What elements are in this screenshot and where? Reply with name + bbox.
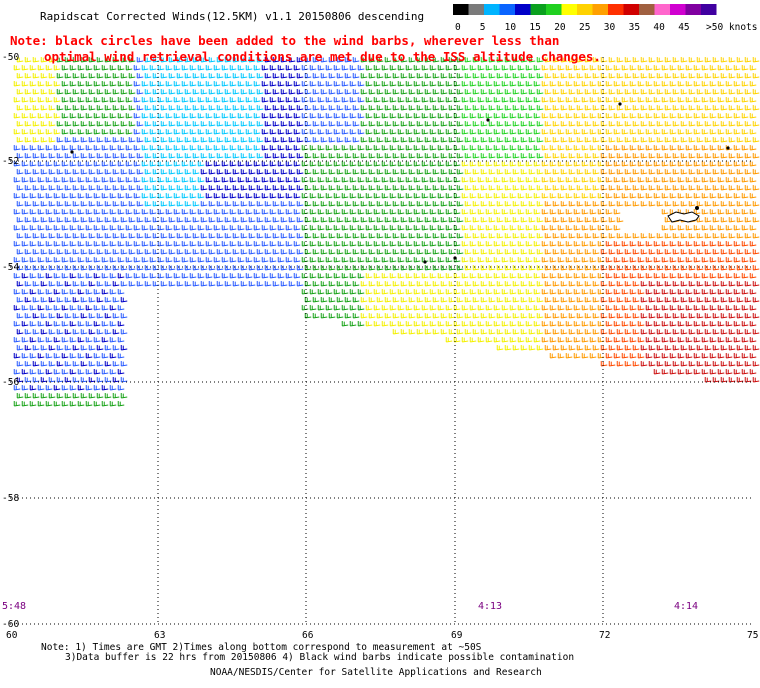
legend-label: 20 xyxy=(554,22,566,33)
lat-label: -54 xyxy=(2,262,19,273)
contamination-marker xyxy=(726,146,730,150)
legend-swatch xyxy=(639,4,655,15)
contamination-marker xyxy=(423,260,427,264)
lon-label: 66 xyxy=(302,630,314,641)
legend-swatch xyxy=(561,4,577,15)
note-line-1: Note: black circles have been added to t… xyxy=(10,33,559,48)
legend-swatch xyxy=(546,4,562,15)
legend-swatch xyxy=(484,4,500,15)
speed-color-legend: 0 5 10 15 20 25 30 35 40 45 >50 knots xyxy=(453,4,757,33)
legend-label: 30 xyxy=(604,22,616,33)
time-label-3: 4:14 xyxy=(674,601,698,612)
legend-label: 40 xyxy=(653,22,665,33)
legend-label: >50 knots xyxy=(706,22,757,33)
time-label-1: 5:48 xyxy=(2,601,26,612)
map-title: Rapidscat Corrected Winds(12.5KM) v1.1 2… xyxy=(40,10,424,23)
lon-label: 63 xyxy=(154,630,165,641)
legend-label: 25 xyxy=(579,22,590,33)
legend-swatch xyxy=(453,4,469,15)
wind-barbs-layer xyxy=(13,57,760,407)
lat-label: -52 xyxy=(2,156,19,167)
legend-swatch xyxy=(685,4,701,15)
lat-label: -56 xyxy=(2,377,19,388)
legend-label: 0 xyxy=(455,22,461,33)
time-label-2: 4:13 xyxy=(478,601,502,612)
lat-label: -58 xyxy=(2,493,19,504)
legend-swatch xyxy=(654,4,670,15)
legend-label: 35 xyxy=(629,22,640,33)
lon-label: 75 xyxy=(747,630,758,641)
footer-line-3: NOAA/NESDIS/Center for Satellite Applica… xyxy=(210,667,542,678)
legend-label: 10 xyxy=(505,22,517,33)
legend-swatch xyxy=(608,4,624,15)
contamination-marker xyxy=(70,150,74,154)
contamination-marker xyxy=(486,118,490,122)
legend-swatch xyxy=(468,4,484,15)
legend-swatch xyxy=(499,4,515,15)
legend-label: 45 xyxy=(678,22,689,33)
latitude-labels: -50 -52 -54 -56 -58 -60 xyxy=(2,52,19,630)
lon-label: 72 xyxy=(599,630,610,641)
note-line-2: optimal wind retrieval conditions are me… xyxy=(44,49,601,64)
legend-swatch xyxy=(670,4,686,15)
lat-label: -60 xyxy=(2,619,19,630)
legend-swatch xyxy=(530,4,546,15)
legend-swatch xyxy=(515,4,531,15)
legend-swatch xyxy=(701,4,717,15)
lon-label: 60 xyxy=(6,630,18,641)
footer-line-2: 3)Data buffer is 22 hrs from 20150806 4)… xyxy=(65,652,574,663)
island-coastline xyxy=(667,211,700,223)
legend-label: 15 xyxy=(529,22,540,33)
legend-label: 5 xyxy=(480,22,486,33)
legend-swatch xyxy=(577,4,593,15)
legend-swatch xyxy=(592,4,608,15)
legend-swatch xyxy=(623,4,639,15)
lat-lon-grid xyxy=(10,57,751,625)
island-dot xyxy=(695,206,699,210)
lon-label: 69 xyxy=(451,630,463,641)
lat-label: -50 xyxy=(2,52,19,63)
contamination-marker xyxy=(618,102,622,106)
footer-line-1: Note: 1) Times are GMT 2)Times along bot… xyxy=(41,642,482,653)
longitude-labels: 60 63 66 69 72 75 xyxy=(6,630,758,641)
